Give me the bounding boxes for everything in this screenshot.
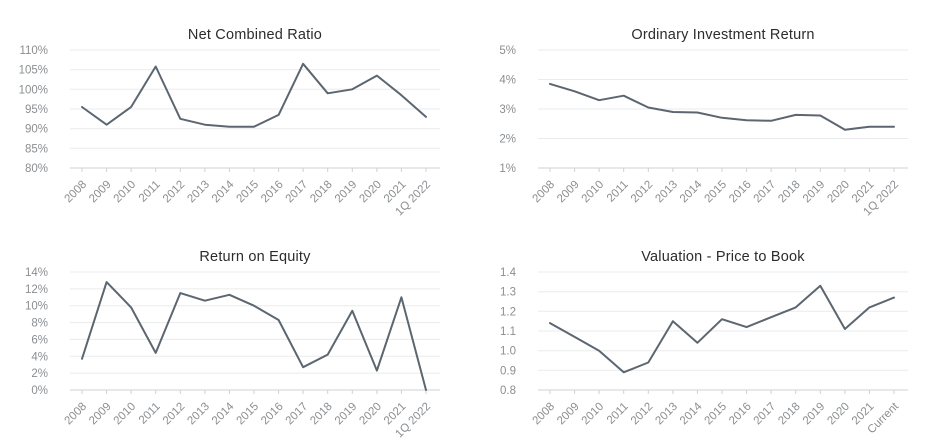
svg-text:2019: 2019 (801, 401, 828, 428)
svg-text:5%: 5% (499, 45, 516, 57)
svg-text:4%: 4% (31, 351, 48, 363)
line-chart-svg-ordinary-investment-return: 1%2%3%4%5%200820092010201120122013201420… (499, 45, 908, 218)
svg-text:2009: 2009 (87, 401, 114, 428)
svg-text:2013: 2013 (185, 401, 212, 428)
svg-text:1.3: 1.3 (500, 287, 516, 299)
svg-text:2014: 2014 (678, 400, 705, 427)
chart-title-return-on-equity: Return on Equity (199, 249, 311, 265)
svg-text:2008: 2008 (63, 179, 90, 206)
svg-text:2008: 2008 (531, 401, 558, 428)
svg-text:6%: 6% (31, 334, 48, 346)
line-chart-svg-valuation-price-to-book: 0.80.91.01.11.21.31.42008200920102011201… (500, 267, 908, 436)
svg-text:2019: 2019 (333, 401, 360, 428)
svg-text:0%: 0% (31, 385, 48, 397)
svg-text:2016: 2016 (727, 401, 754, 428)
svg-text:2014: 2014 (210, 178, 237, 205)
svg-text:2008: 2008 (63, 401, 90, 428)
svg-text:2018: 2018 (308, 401, 335, 428)
svg-text:2011: 2011 (137, 401, 163, 427)
svg-text:2013: 2013 (653, 401, 680, 428)
svg-text:3%: 3% (499, 104, 516, 116)
svg-text:2017: 2017 (752, 179, 779, 206)
svg-text:12%: 12% (25, 284, 48, 296)
chart-title-ordinary-investment-return: Ordinary Investment Return (631, 27, 815, 43)
svg-text:4%: 4% (499, 75, 516, 87)
svg-text:2016: 2016 (259, 179, 286, 206)
svg-text:110%: 110% (19, 45, 48, 57)
svg-text:1.4: 1.4 (500, 267, 517, 279)
svg-text:14%: 14% (25, 267, 48, 279)
svg-text:2010: 2010 (580, 401, 607, 428)
svg-text:0.9: 0.9 (500, 365, 516, 377)
svg-text:2015: 2015 (235, 401, 262, 428)
svg-text:90%: 90% (25, 124, 48, 136)
svg-text:2014: 2014 (678, 178, 705, 205)
svg-text:2013: 2013 (653, 179, 680, 206)
svg-text:2019: 2019 (333, 179, 360, 206)
svg-text:2019: 2019 (801, 179, 828, 206)
svg-text:105%: 105% (19, 65, 48, 77)
svg-text:2012: 2012 (161, 179, 188, 206)
svg-text:2009: 2009 (87, 179, 114, 206)
svg-text:2010: 2010 (112, 179, 139, 206)
svg-text:8%: 8% (31, 318, 48, 330)
chart-title-net-combined-ratio: Net Combined Ratio (187, 27, 323, 43)
chart-return-on-equity: Return on Equity 0% 2% 4% 6% 8% 10% 12% 14% 2008… (0, 222, 468, 444)
svg-text:2016: 2016 (259, 401, 286, 428)
svg-text:2011: 2011 (605, 401, 631, 427)
svg-text:2017: 2017 (752, 401, 779, 428)
svg-text:2009: 2009 (555, 179, 582, 206)
svg-text:2011: 2011 (605, 179, 631, 205)
svg-text:85%: 85% (25, 143, 48, 155)
svg-text:2015: 2015 (703, 179, 730, 206)
svg-text:80%: 80% (25, 163, 48, 175)
svg-text:1.2: 1.2 (500, 306, 516, 318)
svg-text:2018: 2018 (776, 179, 803, 206)
svg-text:2%: 2% (31, 368, 48, 380)
svg-text:100%: 100% (19, 84, 48, 96)
chart-title-valuation-price-to-book: Valuation - Price to Book (641, 249, 805, 265)
chart-net-combined-ratio: Net Combined Ratio 80% 85% 90% 95% 100% 105% 1… (0, 0, 468, 222)
svg-text:2017: 2017 (284, 401, 311, 428)
chart-valuation-price-to-book: Valuation - Price to Book 0.8 0.9 1.0 1.1 1.… (468, 222, 936, 444)
line-chart-svg-net-combined-ratio: 80% 85% 90% 95% 100% 105% 110% 2008200920102011… (19, 45, 440, 218)
svg-text:95%: 95% (25, 104, 48, 116)
svg-text:2015: 2015 (703, 401, 730, 428)
svg-text:2016: 2016 (727, 179, 754, 206)
svg-text:2012: 2012 (629, 179, 656, 206)
svg-text:2020: 2020 (825, 401, 852, 428)
svg-text:2010: 2010 (580, 179, 607, 206)
svg-text:10%: 10% (25, 301, 48, 313)
svg-text:2020: 2020 (825, 179, 852, 206)
svg-text:2%: 2% (499, 134, 516, 146)
line-chart-svg-return-on-equity: 0%2%4%6%8%10%12%14%200820092010201120122… (25, 267, 440, 440)
svg-text:1.1: 1.1 (500, 326, 516, 338)
svg-text:2012: 2012 (629, 401, 656, 428)
svg-text:1.0: 1.0 (500, 346, 516, 358)
svg-text:2008: 2008 (531, 179, 558, 206)
svg-text:2013: 2013 (185, 179, 212, 206)
svg-text:2020: 2020 (357, 401, 384, 428)
svg-text:0.8: 0.8 (500, 385, 516, 397)
svg-text:2020: 2020 (357, 179, 384, 206)
svg-text:2012: 2012 (161, 401, 188, 428)
svg-text:2015: 2015 (235, 179, 262, 206)
svg-text:2010: 2010 (112, 401, 139, 428)
svg-text:2017: 2017 (284, 179, 311, 206)
chart-ordinary-investment-return: Ordinary Investment Return 1% 2% 3% 4% 5% 200… (468, 0, 936, 222)
svg-text:2009: 2009 (555, 401, 582, 428)
svg-text:2018: 2018 (308, 179, 335, 206)
svg-text:2018: 2018 (776, 401, 803, 428)
svg-text:2014: 2014 (210, 400, 237, 427)
svg-text:1%: 1% (499, 163, 516, 175)
svg-text:2011: 2011 (137, 179, 163, 205)
